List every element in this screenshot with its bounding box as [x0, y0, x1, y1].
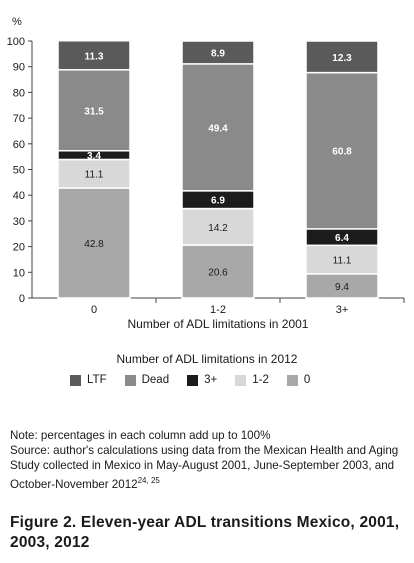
- legend-swatch: [235, 374, 247, 386]
- bar-segment-1-2: [305, 244, 379, 275]
- notes: Note: percentages in each column add up …: [10, 428, 410, 492]
- data-label: 6.4: [335, 233, 349, 244]
- data-label: 12.3: [332, 53, 352, 64]
- x-axis-label: Number of ADL limitations in 2001: [128, 317, 309, 331]
- y-tick-label: 20: [13, 242, 25, 254]
- legend-label: 1-2: [252, 374, 269, 386]
- data-label: 8.9: [211, 48, 225, 59]
- legend-swatch: [286, 374, 298, 386]
- y-tick-label: 80: [13, 87, 25, 99]
- legend-item: 0: [286, 374, 311, 386]
- bar-segment-dead: [305, 71, 379, 230]
- source-superscript: 24, 25: [137, 476, 160, 485]
- bar-segment-ltf: [57, 39, 131, 71]
- bar-segment-0: [57, 187, 131, 299]
- x-tick-label: 3+: [336, 304, 349, 316]
- data-label: 11.3: [85, 51, 104, 62]
- data-label: 14.2: [208, 223, 228, 234]
- y-tick-label: 60: [13, 139, 25, 151]
- x-tick-label: 0: [91, 304, 97, 316]
- data-label: 9.4: [335, 282, 349, 293]
- figure-caption: Figure 2. Eleven-year ADL transitions Me…: [10, 514, 400, 551]
- data-label: 20.6: [208, 268, 228, 279]
- legend-label: LTF: [87, 374, 107, 386]
- legend-item: LTF: [70, 374, 107, 386]
- bar-segment-ltf: [181, 40, 255, 65]
- legend-label: 3+: [204, 374, 218, 386]
- y-tick-label: 40: [13, 190, 25, 202]
- legend-title: Number of ADL limitations in 2012: [116, 352, 298, 366]
- data-label: 11.1: [333, 256, 352, 267]
- y-axis-label: %: [12, 16, 22, 28]
- y-tick-label: 90: [13, 62, 25, 74]
- source-line: Source: author's calculations using data…: [10, 443, 410, 492]
- bar-segment-0: [305, 273, 379, 299]
- y-tick-label: 100: [7, 36, 25, 48]
- x-tick-label: 1-2: [210, 304, 226, 316]
- data-label: 60.8: [332, 147, 352, 158]
- data-label: 31.5: [84, 106, 104, 117]
- y-tick-label: 10: [13, 267, 25, 279]
- legend: LTF Dead 3+ 1-2 0: [70, 374, 310, 386]
- note-line: Note: percentages in each column add up …: [10, 429, 271, 442]
- y-tick-label: 30: [13, 216, 25, 228]
- legend-label: Dead: [141, 374, 170, 386]
- data-label: 49.4: [208, 123, 228, 134]
- legend-item: 3+: [187, 374, 217, 386]
- y-tick-label: 0: [19, 293, 25, 305]
- data-label: 11.1: [85, 170, 104, 181]
- legend-item: Dead: [124, 374, 170, 386]
- y-tick-label: 50: [13, 165, 25, 177]
- data-label: 3.4: [87, 151, 101, 162]
- bar-segment-1-2: [181, 207, 255, 246]
- bar-segment-ltf: [305, 40, 379, 74]
- y-tick-label: 70: [13, 113, 25, 125]
- stacked-bar-chart: % 0 10 20 30 40 50 60 70 80 90 100 42.8 11.1 3.4 31.5 11…: [7, 16, 405, 331]
- source-text: Source: author's calculations using data…: [10, 444, 399, 491]
- legend-swatch: [187, 374, 199, 386]
- data-label: 6.9: [211, 196, 225, 207]
- legend-label: 0: [303, 374, 311, 386]
- legend-swatch: [124, 374, 136, 386]
- legend-item: 1-2: [235, 374, 269, 386]
- legend-swatch: [70, 374, 81, 386]
- data-label: 42.8: [84, 239, 104, 250]
